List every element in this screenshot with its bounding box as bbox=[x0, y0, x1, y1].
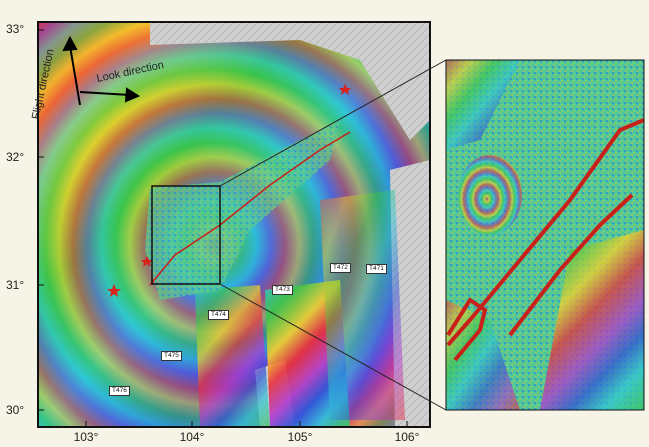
inset-panel bbox=[446, 60, 644, 410]
lat-label: 31° bbox=[6, 278, 25, 292]
track-label: T476 bbox=[109, 386, 130, 396]
track-label: T474 bbox=[208, 310, 229, 320]
track-label: T472 bbox=[330, 263, 351, 273]
flight-direction-arrow-icon bbox=[62, 35, 78, 52]
track-label: T473 bbox=[272, 285, 293, 295]
relief-area bbox=[150, 22, 430, 140]
zoom-connector bbox=[219, 283, 447, 411]
inset-frame bbox=[445, 59, 645, 411]
zoom-connector bbox=[219, 59, 447, 187]
zoom-box bbox=[151, 185, 221, 285]
fault-trace-inset bbox=[446, 297, 488, 362]
lon-label: 105° bbox=[287, 430, 313, 444]
look-direction-arrow-icon bbox=[79, 91, 131, 96]
lon-label: 104° bbox=[179, 430, 205, 444]
track-swath bbox=[320, 190, 405, 420]
epicenter-star-icon bbox=[339, 84, 351, 95]
epicenter-star-icon bbox=[141, 256, 153, 267]
ring-feature bbox=[458, 155, 522, 235]
main-map-panel bbox=[38, 22, 430, 427]
lon-label: 103° bbox=[73, 430, 99, 444]
track-swath bbox=[195, 285, 270, 427]
lon-label: 106° bbox=[394, 430, 420, 444]
lat-label: 30° bbox=[6, 403, 25, 417]
lat-label: 33° bbox=[6, 22, 25, 36]
near-field-zone bbox=[145, 120, 340, 300]
track-label: T471 bbox=[366, 264, 387, 274]
flight-direction-arrow-icon bbox=[69, 45, 81, 106]
track-label: T475 bbox=[161, 351, 182, 361]
fault-trace-inset bbox=[508, 193, 634, 337]
look-direction-arrow-icon bbox=[124, 87, 141, 103]
map-frame bbox=[37, 21, 431, 428]
fault-trace bbox=[149, 131, 351, 286]
axis-ticks bbox=[38, 29, 408, 427]
fault-trace-inset bbox=[446, 118, 644, 347]
epicenter-star-icon bbox=[107, 284, 121, 297]
lat-label: 32° bbox=[6, 150, 25, 164]
